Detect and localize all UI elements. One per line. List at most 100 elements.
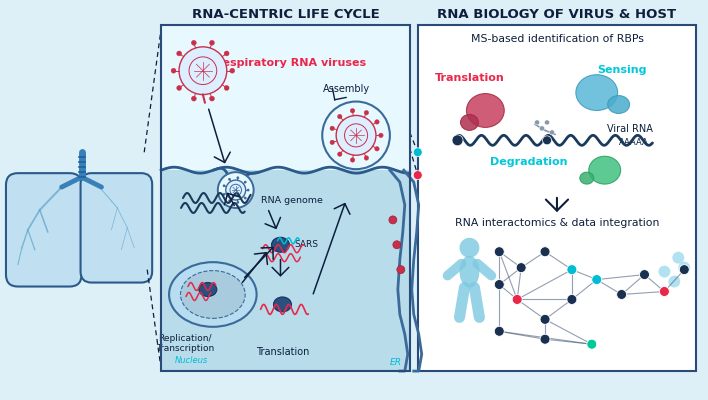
Circle shape [330,126,334,130]
Circle shape [673,252,684,264]
Text: MS-based identification of RBPs: MS-based identification of RBPs [471,34,644,44]
Circle shape [459,238,479,258]
Circle shape [678,262,690,274]
Circle shape [336,116,376,155]
Circle shape [224,51,229,56]
Circle shape [540,314,550,324]
Circle shape [375,146,379,151]
Circle shape [679,265,690,274]
Circle shape [229,178,231,180]
Circle shape [659,286,669,296]
Circle shape [350,108,355,113]
Circle shape [567,294,577,304]
Circle shape [191,40,196,45]
Ellipse shape [272,237,290,252]
Circle shape [236,177,239,179]
Circle shape [413,148,422,157]
Circle shape [592,274,602,284]
Circle shape [247,189,249,191]
Circle shape [230,68,234,73]
FancyBboxPatch shape [418,25,696,371]
Circle shape [379,133,383,138]
Circle shape [535,120,539,125]
Circle shape [330,140,334,144]
Circle shape [668,276,680,288]
Text: Degradation: Degradation [491,157,568,167]
Circle shape [540,247,550,257]
Text: RNA genome: RNA genome [261,196,322,204]
Circle shape [494,247,504,257]
Text: RNA-CENTRIC LIFE CYCLE: RNA-CENTRIC LIFE CYCLE [192,8,379,21]
Ellipse shape [460,114,479,130]
Circle shape [244,181,246,183]
Text: Assembly: Assembly [323,84,370,94]
Text: Translation: Translation [435,73,504,83]
Circle shape [364,156,369,160]
Circle shape [567,265,577,274]
Ellipse shape [576,75,617,110]
Ellipse shape [169,262,256,327]
Text: Viral RNA: Viral RNA [607,124,653,134]
Circle shape [539,126,544,131]
Circle shape [393,241,401,249]
Text: SARS: SARS [295,240,319,249]
Circle shape [452,135,463,146]
Circle shape [617,290,627,300]
Circle shape [413,171,422,180]
Circle shape [658,266,670,278]
Circle shape [540,334,550,344]
Circle shape [544,120,549,125]
FancyBboxPatch shape [161,170,410,371]
Circle shape [223,185,225,187]
Circle shape [494,326,504,336]
Circle shape [389,216,397,224]
Circle shape [338,152,342,156]
Text: Respiratory RNA viruses: Respiratory RNA viruses [215,58,367,68]
FancyBboxPatch shape [81,173,152,282]
Ellipse shape [589,156,621,184]
FancyBboxPatch shape [161,25,410,170]
Text: RNA BIOLOGY OF VIRUS & HOST: RNA BIOLOGY OF VIRUS & HOST [438,8,677,21]
Circle shape [226,180,246,200]
Circle shape [224,86,229,90]
Circle shape [350,158,355,162]
Circle shape [218,172,253,208]
Circle shape [244,197,246,199]
Circle shape [338,114,342,119]
Circle shape [639,270,649,280]
Circle shape [229,200,231,202]
Text: RNA interactomics & data integration: RNA interactomics & data integration [455,218,659,228]
FancyBboxPatch shape [6,173,81,286]
Circle shape [210,40,215,45]
Ellipse shape [273,297,292,312]
Circle shape [177,86,182,90]
Text: AAAAA: AAAAA [619,138,649,147]
Ellipse shape [580,172,594,184]
Circle shape [375,120,379,124]
Circle shape [322,102,390,169]
Text: Nucleus: Nucleus [174,356,207,365]
Circle shape [542,136,552,145]
Ellipse shape [199,282,217,296]
Circle shape [539,126,544,131]
Ellipse shape [459,256,479,288]
Ellipse shape [607,96,629,114]
Circle shape [210,96,215,101]
Circle shape [171,68,176,73]
Circle shape [516,263,526,273]
Circle shape [512,294,523,304]
Circle shape [223,193,225,196]
Ellipse shape [181,271,245,318]
Circle shape [364,110,369,115]
Ellipse shape [467,94,504,127]
Circle shape [236,201,239,204]
Text: Influenza: Influenza [188,306,227,316]
Circle shape [549,130,554,135]
Circle shape [177,51,182,56]
Circle shape [179,47,227,94]
Circle shape [397,266,405,274]
Text: Sensing: Sensing [597,65,646,75]
Circle shape [191,96,196,101]
Text: ER: ER [390,358,402,367]
Circle shape [494,280,504,290]
